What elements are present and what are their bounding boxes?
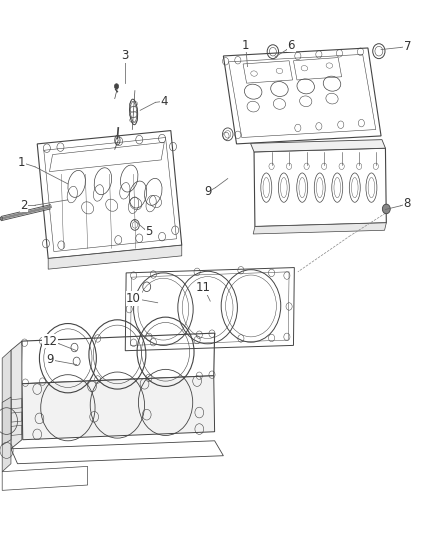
- Circle shape: [0, 217, 3, 220]
- Text: 2: 2: [20, 199, 28, 212]
- Text: 12: 12: [43, 335, 58, 348]
- Polygon shape: [2, 397, 11, 445]
- Polygon shape: [11, 341, 22, 449]
- Text: 4: 4: [160, 95, 168, 108]
- Text: 7: 7: [403, 40, 411, 53]
- Polygon shape: [22, 376, 215, 440]
- Polygon shape: [251, 140, 385, 152]
- Text: 9: 9: [204, 185, 212, 198]
- Text: 3: 3: [121, 50, 128, 62]
- Polygon shape: [253, 223, 386, 234]
- Circle shape: [114, 84, 119, 89]
- Text: 8: 8: [404, 197, 411, 210]
- Text: 9: 9: [46, 353, 54, 366]
- Text: 1: 1: [18, 156, 26, 169]
- Polygon shape: [48, 245, 182, 269]
- Text: 5: 5: [145, 225, 152, 238]
- Circle shape: [382, 204, 390, 214]
- Text: 1: 1: [241, 39, 249, 52]
- Text: 11: 11: [196, 281, 211, 294]
- Text: 6: 6: [287, 39, 295, 52]
- Polygon shape: [2, 350, 11, 472]
- Text: 10: 10: [126, 292, 141, 305]
